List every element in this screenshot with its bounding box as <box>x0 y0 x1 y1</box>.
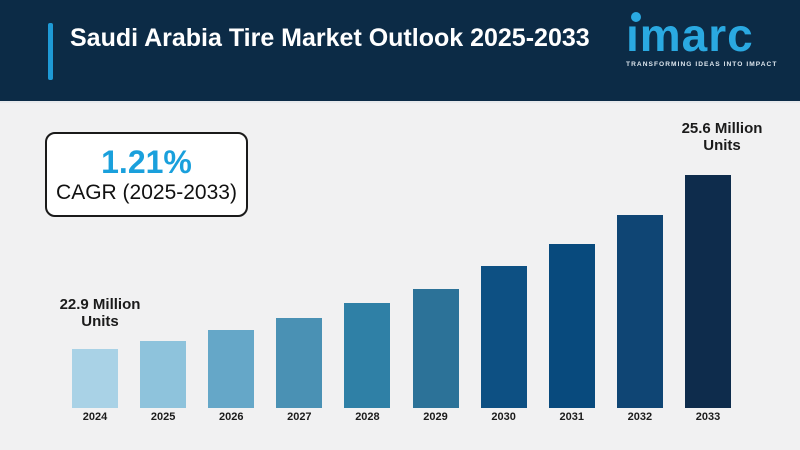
start-value-line2: Units <box>81 312 119 330</box>
bar-2024 <box>72 349 118 408</box>
bar-2026 <box>208 330 255 408</box>
x-axis-label-2030: 2030 <box>491 411 516 423</box>
start-value-annotation: 22.9 Million Units <box>50 296 150 330</box>
x-axis-label-2025: 2025 <box>150 411 176 423</box>
x-axis-label-2031: 2031 <box>559 411 584 423</box>
bar-2027 <box>276 318 323 408</box>
x-axis-label-2027: 2027 <box>287 411 312 423</box>
x-axis-label-2026: 2026 <box>218 411 244 423</box>
start-value-line1: 22.9 Million <box>59 296 141 313</box>
logo-i-dot-icon <box>631 12 641 22</box>
bar-slot-2029: 2029 <box>412 289 459 424</box>
x-axis-label-2029: 2029 <box>423 411 448 423</box>
bar-slot-2031: 2031 <box>548 244 595 424</box>
logo-tagline: TRANSFORMING IDEAS INTO IMPACT <box>626 61 778 68</box>
bar-slot-2033: 2033 <box>684 175 731 424</box>
cagr-label: CAGR (2025-2033) <box>56 181 237 204</box>
bar-2025 <box>140 341 187 408</box>
bar-slot-2027: 2027 <box>276 318 323 424</box>
x-axis-label-2032: 2032 <box>627 411 653 423</box>
bar-2031 <box>548 244 595 408</box>
header: Saudi Arabia Tire Market Outlook 2025-20… <box>0 0 800 103</box>
end-value-line2: Units <box>703 136 741 154</box>
imarc-logo: ımarc TRANSFORMING IDEAS INTO IMPACT <box>626 10 782 68</box>
title-accent-bar <box>48 23 53 80</box>
bar-chart: 2024 2025 2026 2027 2028 2029 2030 2031 2032 2033 <box>72 175 731 424</box>
cagr-badge: 1.21% CAGR (2025-2033) <box>45 132 248 217</box>
bar-slot-2030: 2030 <box>480 266 527 424</box>
page-title: Saudi Arabia Tire Market Outlook 2025-20… <box>70 24 590 52</box>
bar-slot-2026: 2026 <box>208 330 255 424</box>
bar-slot-2028: 2028 <box>344 303 391 424</box>
bar-2033 <box>684 175 731 408</box>
bar-2032 <box>616 215 663 408</box>
bar-2028 <box>344 303 391 408</box>
x-axis-label-2024: 2024 <box>82 411 108 423</box>
cagr-value: 1.21% <box>101 144 192 180</box>
end-value-annotation: 25.6 Million Units <box>672 120 772 154</box>
x-axis-label-2028: 2028 <box>355 411 380 423</box>
end-value-line1: 25.6 Million <box>681 120 763 137</box>
x-axis-label-2033: 2033 <box>695 411 721 423</box>
bar-slot-2032: 2032 <box>616 215 663 424</box>
bar-slot-2024: 2024 <box>72 349 118 424</box>
bar-2030 <box>480 266 527 408</box>
bar-slot-2025: 2025 <box>140 341 187 424</box>
bar-2029 <box>412 289 459 408</box>
logo-wordmark: ımarc <box>626 9 754 61</box>
